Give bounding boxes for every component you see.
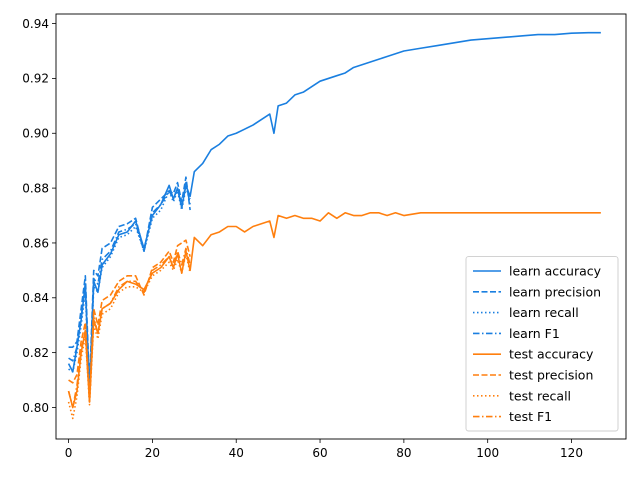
plot-frame [55,13,627,440]
series-line-learn-recall [68,187,191,398]
x-tick-label: 120 [560,446,583,460]
series-line-test-f1 [67,247,191,409]
legend-label: test accuracy [509,347,594,362]
legend-label: learn accuracy [509,264,602,279]
series-line-test-recall [67,253,191,420]
x-tick-label: 0 [65,446,73,460]
legend-label: test precision [509,368,593,383]
y-tick-label: 0.88 [22,181,49,195]
series-layer [67,31,601,420]
legend-label: learn F1 [509,326,560,341]
series-line-learn-precision [68,176,191,387]
legend-box [465,256,619,432]
series-line-learn-f1 [68,181,191,392]
x-axis: 0 20 40 60 80 100 120 [65,439,583,460]
legend-label: learn recall [509,305,579,320]
y-tick-label: 0.82 [22,346,49,360]
y-tick-label: 0.90 [22,127,49,141]
y-tick-label: 0.84 [22,291,49,305]
x-tick-label: 60 [312,446,327,460]
x-tick-label: 40 [229,446,244,460]
y-tick-label: 0.92 [22,72,49,86]
y-tick-label: 0.86 [22,236,49,250]
legend-label: test F1 [509,409,552,424]
x-tick-label: 80 [396,446,411,460]
series-line-test-precision [68,239,191,398]
x-tick-label: 20 [145,446,160,460]
legend-label: test recall [509,388,571,403]
legend: learn accuracy learn precision learn recal… [465,256,619,432]
x-tick-label: 100 [476,446,499,460]
y-axis: 0.80 0.82 0.84 0.86 0.88 0.90 0.92 0.94 [22,17,56,415]
series-line-test-accuracy [67,211,601,409]
legend-label: learn precision [509,284,601,299]
y-tick-label: 0.80 [22,401,49,415]
y-tick-label: 0.94 [22,17,49,31]
series-line-learn-accuracy [67,31,601,401]
